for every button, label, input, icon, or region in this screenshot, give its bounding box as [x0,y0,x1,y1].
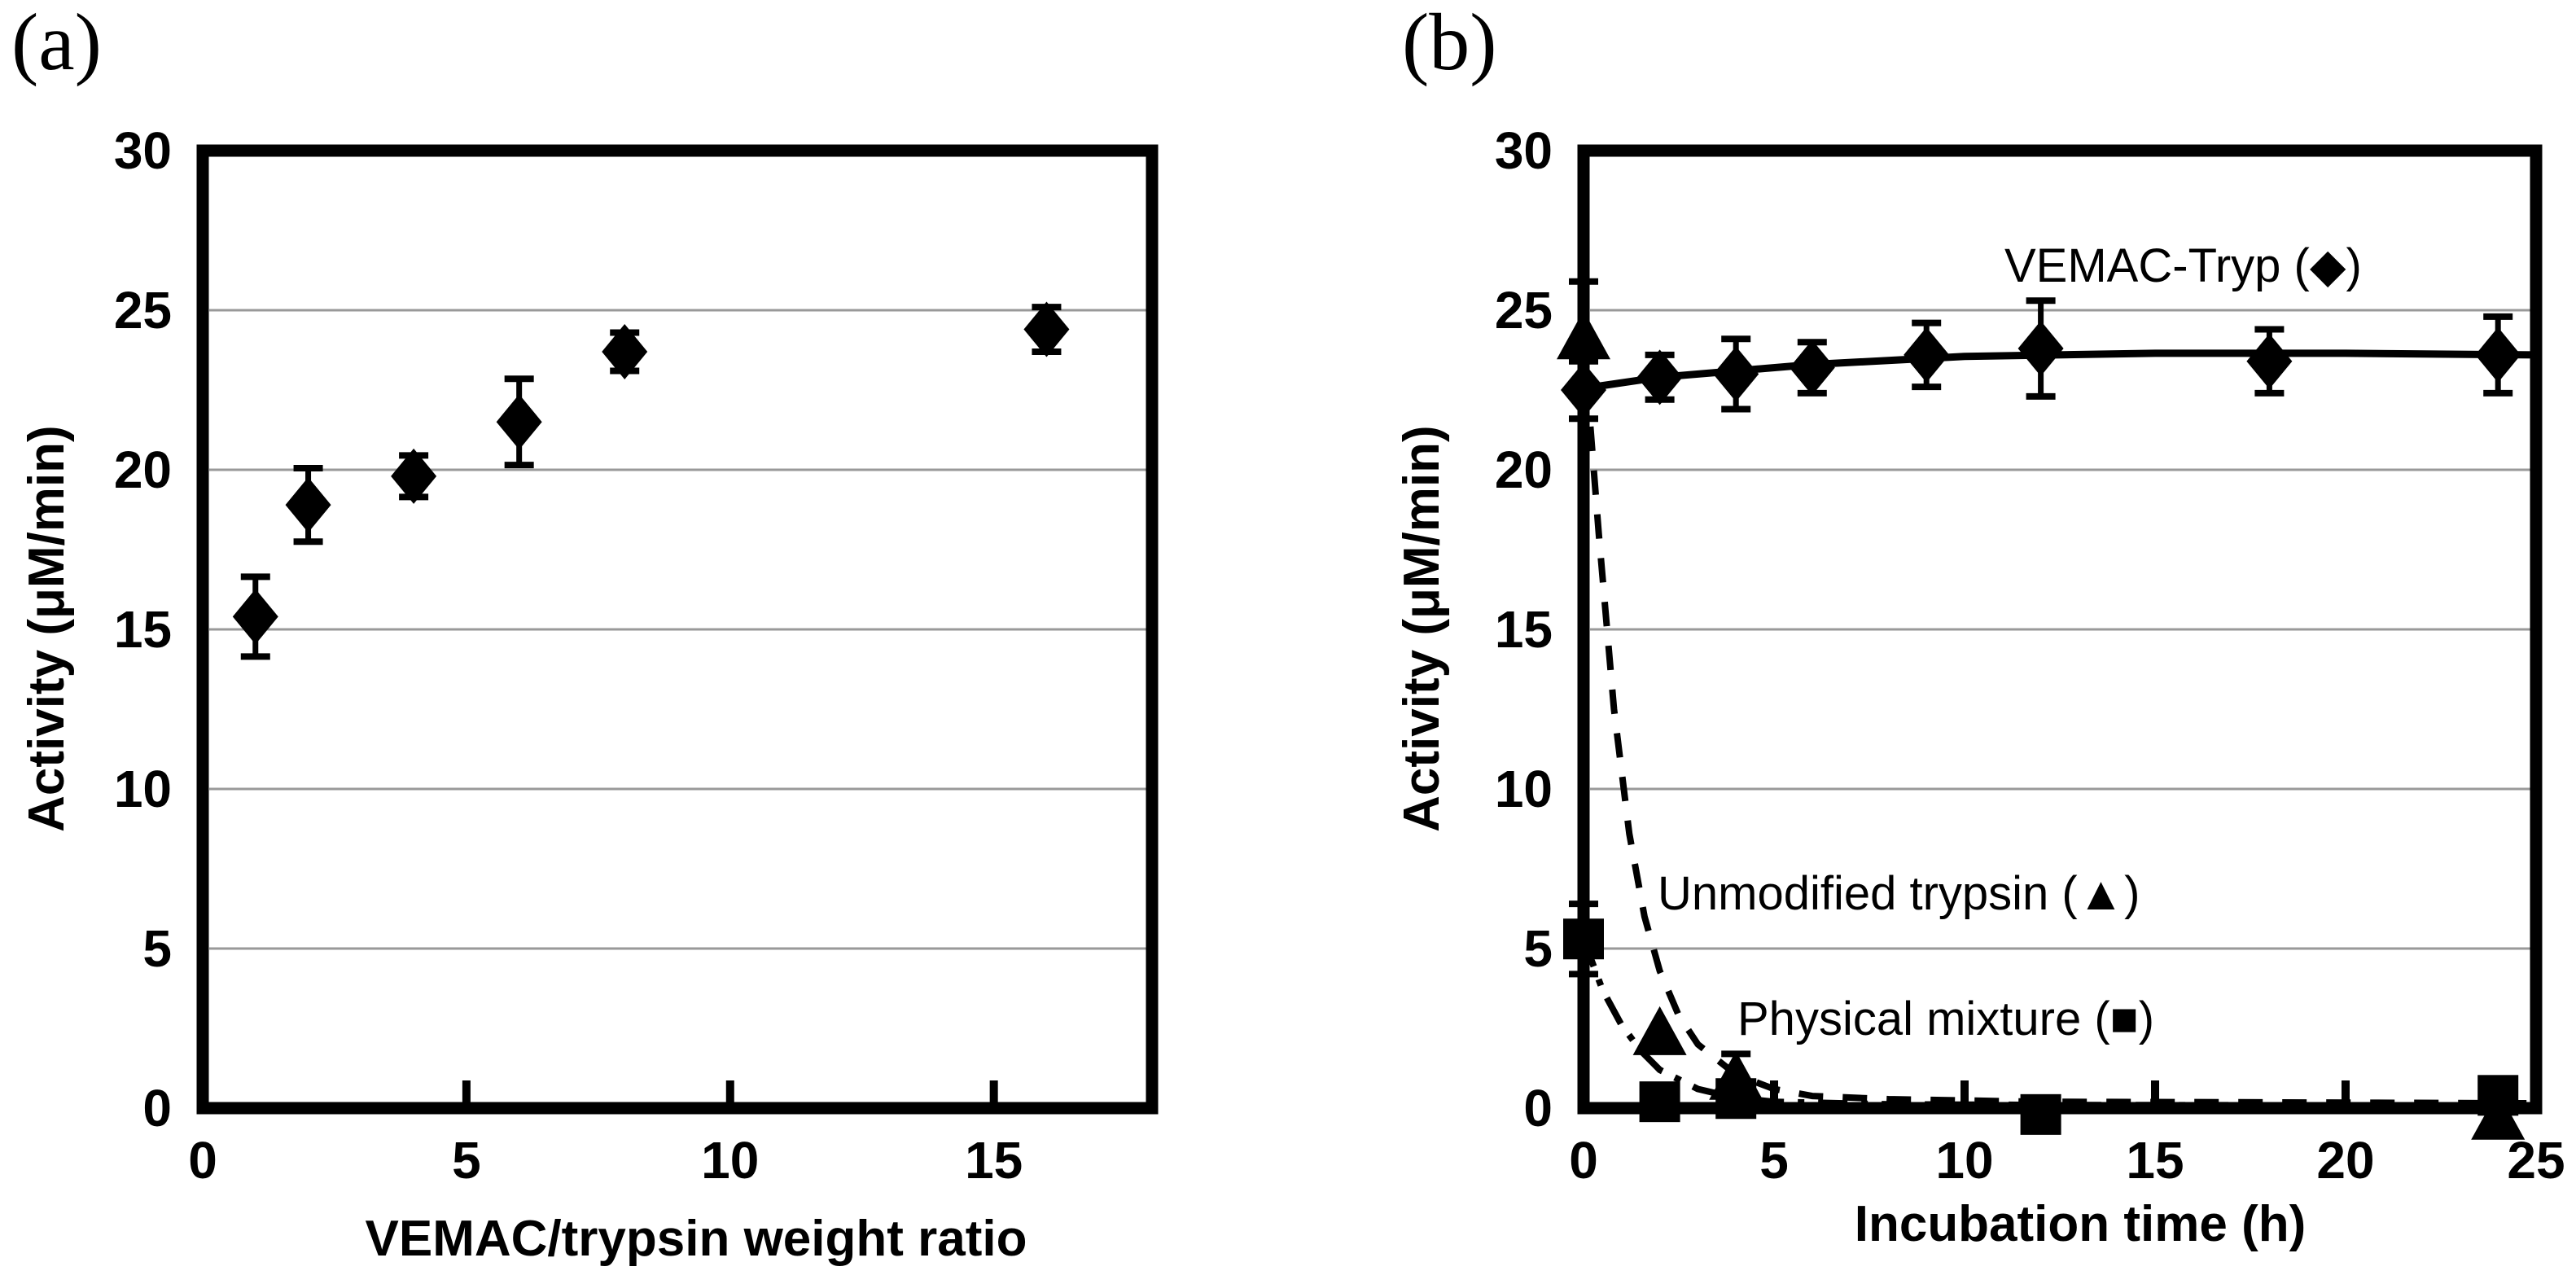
physical-mixture-fit-line [1580,937,2537,1109]
physical-mixture-marker [2020,1093,2061,1135]
x-tick-label-10: 10 [1935,1131,1993,1190]
vemac-tryp-marker [2017,321,2064,377]
x-tick-10 [725,1080,734,1102]
vemac-trypsin-conjugate-activity-marker [496,394,542,450]
unmodified-trypsin-marker [1557,310,1610,360]
vemac-tryp-marker [1636,349,1683,405]
vemac-trypsin-conjugate-activity-marker [602,323,648,379]
y-tick-label-0: 0 [142,1079,172,1137]
legend-unmodified-trypsin: Unmodified trypsin (▲) [1658,867,2140,920]
panel-a-y-axis-title: Activity (μM/min) [18,425,75,832]
physical-mixture-marker [1715,1078,1757,1120]
x-tick-label-25: 25 [2507,1131,2565,1190]
y-tick-label-5: 5 [142,919,172,978]
vemac-trypsin-conjugate-activity-marker [232,589,278,645]
y-tick-label-20: 20 [1495,440,1553,499]
x-tick-15 [989,1080,998,1102]
x-tick-label-0: 0 [1569,1131,1598,1190]
x-tick-15 [2151,1080,2159,1102]
physical-mixture-marker [1639,1081,1680,1123]
x-tick-label-20: 20 [2316,1131,2374,1190]
vemac-trypsin-conjugate-activity-marker [285,477,331,533]
panel-b-x-axis-title: Incubation time (h) [1854,1196,2307,1252]
x-tick-label-5: 5 [1759,1131,1789,1190]
y-tick-label-5: 5 [1523,919,1553,978]
legend-physical-mixture: Physical mixture (■) [1737,993,2155,1045]
panel-a-label: (a) [11,0,102,87]
x-tick-label-15: 15 [965,1131,1023,1190]
vemac-trypsin-conjugate-activity-marker [391,448,437,504]
y-tick-label-10: 10 [1495,760,1553,818]
vemac-tryp-marker [1713,346,1759,402]
x-tick-label-5: 5 [452,1131,481,1190]
physical-mixture-marker [1563,918,1604,960]
y-tick-label-25: 25 [1495,281,1553,340]
legend-vemac-tryp: VEMAC-Tryp (◆) [2004,239,2362,292]
panel-b-y-axis-title: Activity (μM/min) [1393,425,1450,832]
y-tick-label-20: 20 [114,440,172,499]
x-tick-label-10: 10 [701,1131,759,1190]
y-tick-label-30: 30 [114,121,172,180]
unmodified-trypsin-fit-line [1580,338,2537,1107]
vemac-tryp-marker [2475,326,2521,383]
vemac-trypsin-conjugate-activity-marker [1023,301,1070,357]
x-tick-label-15: 15 [2126,1131,2184,1190]
unmodified-trypsin-marker [1632,1006,1687,1055]
panel-b-label: (b) [1402,0,1497,87]
y-tick-label-25: 25 [114,281,172,340]
vemac-tryp-marker [2246,333,2293,389]
vemac-tryp-marker [1789,340,1835,396]
y-tick-label-30: 30 [1495,121,1553,180]
x-tick-5 [462,1080,471,1102]
y-tick-label-0: 0 [1523,1079,1553,1137]
physical-mixture-marker [2477,1075,2519,1116]
y-tick-label-15: 15 [1495,600,1553,659]
x-tick-20 [2342,1080,2350,1102]
vemac-tryp-marker [1904,326,1950,383]
y-tick-label-10: 10 [114,760,172,818]
x-tick-10 [1960,1080,1969,1102]
panel-a-axis-box [196,144,1159,1115]
y-tick-label-15: 15 [114,600,172,659]
x-tick-label-0: 0 [188,1131,217,1190]
panel-a-x-axis-title: VEMAC/trypsin weight ratio [365,1211,1027,1267]
